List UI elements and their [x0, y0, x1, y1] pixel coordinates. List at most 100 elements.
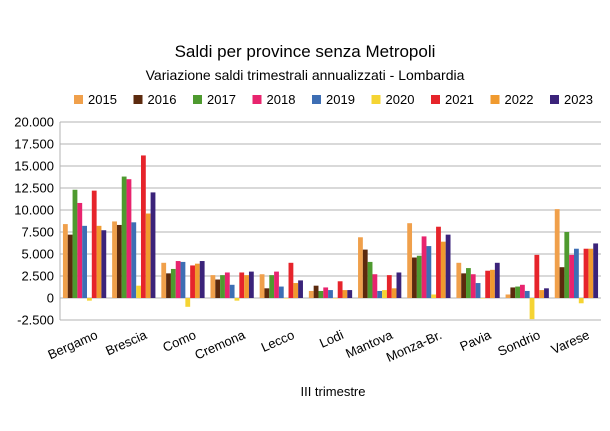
legend-swatch	[193, 95, 202, 104]
bar-2021-pavia	[485, 270, 491, 298]
bar-2020-mantova	[382, 290, 387, 298]
bar-2016-mantova	[362, 249, 368, 298]
y-tick-label: 10.000	[14, 203, 54, 218]
bar-2018-bergamo	[77, 202, 83, 298]
y-tick-label: 5.000	[21, 247, 54, 262]
bar-2020-monza-br-	[431, 294, 437, 298]
bar-2017-bergamo	[72, 189, 78, 298]
y-axis: -2.500 0 2.500 5.000 7.500 10.000 12.500 15.000…	[14, 115, 61, 328]
bar-2018-mantova	[372, 274, 378, 298]
legend: 2015 2016 2017 2018 2019 2020 2021 2022 2023	[74, 92, 593, 107]
bar-2022-varese	[588, 248, 594, 298]
bar-2023-monza-br-	[445, 234, 451, 298]
legend-swatch	[431, 95, 440, 104]
bar-2017-sondrio	[515, 286, 521, 298]
bar-2015-sondrio	[505, 294, 511, 298]
bar-2020-brescia	[136, 285, 141, 298]
bar-2017-cremona	[220, 275, 225, 298]
bar-2022-sondrio	[539, 290, 545, 298]
bar-2021-bergamo	[91, 190, 97, 298]
bar-2018-como	[175, 261, 181, 298]
bar-2016-lodi	[313, 285, 319, 298]
bar-2020-cremona	[234, 298, 240, 301]
bar-2015-pavia	[456, 262, 462, 298]
y-tick-label: -2.500	[17, 313, 54, 328]
bar-2023-sondrio	[544, 288, 549, 298]
bar-2019-cremona	[229, 284, 235, 298]
bar-2022-lodi	[342, 290, 348, 298]
bar-2022-monza-br-	[440, 241, 446, 298]
bar-2019-bergamo	[82, 225, 87, 298]
y-tick-label: 2.500	[21, 269, 54, 284]
legend-label: 2019	[326, 92, 355, 107]
legend-label: 2016	[148, 92, 177, 107]
bar-2017-como	[170, 268, 176, 298]
bar-2023-mantova	[396, 272, 402, 298]
bar-2019-lecco	[278, 286, 284, 298]
bar-2016-varese	[559, 267, 565, 298]
y-tick-label: 12.500	[14, 181, 54, 196]
bar-2021-sondrio	[534, 254, 540, 298]
legend-label: 2020	[386, 92, 415, 107]
bar-2015-mantova	[358, 237, 363, 298]
bar-2016-bergamo	[67, 234, 73, 298]
y-tick-label: 0	[47, 291, 54, 306]
bar-2021-lodi	[337, 281, 343, 298]
bar-2020-lodi	[332, 298, 338, 299]
bar-2023-lodi	[347, 290, 353, 298]
bar-2021-monza-br-	[436, 226, 441, 298]
legend-label: 2018	[267, 92, 296, 107]
bar-2019-lodi	[328, 290, 333, 298]
chart-title: Saldi per province senza Metropoli	[175, 42, 436, 61]
bar-2016-pavia	[461, 273, 467, 298]
bar-2015-bergamo	[62, 224, 68, 298]
bars	[62, 155, 599, 320]
bar-2015-como	[161, 262, 167, 298]
bar-2023-cremona	[248, 271, 254, 298]
y-tick-label: 20.000	[14, 115, 54, 130]
bar-2021-cremona	[239, 272, 245, 298]
bar-2019-como	[180, 261, 186, 298]
bar-2017-varese	[564, 232, 570, 298]
bar-2019-varese	[574, 248, 579, 298]
bar-2020-sondrio	[529, 298, 535, 320]
bar-2015-varese	[554, 209, 560, 298]
legend-swatch	[312, 95, 321, 104]
legend-label: 2015	[88, 92, 117, 107]
bar-2023-como	[199, 261, 205, 298]
bar-2016-sondrio	[510, 287, 516, 298]
bar-2019-sondrio	[524, 290, 530, 298]
bar-2021-como	[190, 265, 195, 298]
bar-2019-pavia	[475, 283, 481, 298]
bar-2023-pavia	[494, 262, 500, 298]
bar-2020-pavia	[480, 298, 486, 299]
bar-2018-varese	[569, 254, 575, 298]
bar-2021-brescia	[140, 155, 146, 298]
bar-2017-brescia	[121, 176, 127, 298]
legend-label: 2021	[445, 92, 474, 107]
bar-2018-sondrio	[520, 284, 525, 298]
bar-2017-lodi	[318, 290, 324, 298]
bar-2023-varese	[593, 243, 599, 298]
bar-2017-mantova	[367, 261, 373, 298]
bar-2015-lodi	[308, 290, 314, 298]
bar-2016-cremona	[215, 279, 221, 298]
bar-2016-como	[166, 273, 171, 298]
legend-label: 2023	[564, 92, 593, 107]
y-tick-label: 17.500	[14, 137, 54, 152]
bar-2022-cremona	[244, 275, 249, 298]
x-axis-label: III trimestre	[300, 384, 365, 399]
legend-swatch	[550, 95, 559, 104]
bar-2015-cremona	[210, 275, 216, 298]
legend-swatch	[371, 95, 381, 104]
legend-label: 2022	[505, 92, 534, 107]
y-tick-label: 15.000	[14, 159, 54, 174]
bar-2022-mantova	[391, 288, 397, 298]
bar-2022-pavia	[490, 269, 495, 298]
bar-2016-monza-br-	[412, 257, 417, 298]
legend-swatch	[133, 95, 143, 104]
bar-2021-varese	[583, 248, 589, 298]
bar-2023-brescia	[150, 192, 156, 298]
